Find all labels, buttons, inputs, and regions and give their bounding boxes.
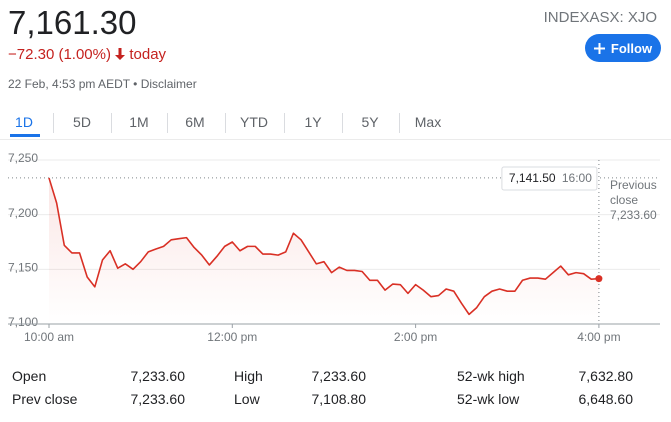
- period: today: [129, 46, 167, 63]
- line: [48, 177, 599, 316]
- stat-value: 6,648.60: [578, 391, 634, 407]
- stat-value: 7,233.60: [130, 368, 186, 384]
- range-tab[interactable]: 5D: [73, 114, 91, 130]
- tab-underline: [10, 134, 40, 137]
- range-tab[interactable]: 1Y: [304, 114, 322, 130]
- plus-icon: [593, 42, 605, 54]
- price-change: −72.30 (1.00%) today: [8, 46, 166, 63]
- x-tick-label: 10:00 am: [24, 330, 74, 344]
- ticker: INDEXASX: XJO: [543, 9, 657, 26]
- change: −72.30 (1.00%): [8, 46, 111, 63]
- previous-close-title: Previous close: [610, 178, 657, 207]
- tab-separator: [283, 113, 285, 133]
- area: [49, 177, 599, 324]
- tab-separator: [53, 113, 54, 133]
- stat-label: Low: [234, 391, 260, 407]
- tab-separator: [110, 113, 112, 133]
- stat-label: High: [234, 368, 263, 384]
- tooltip-box: [501, 166, 598, 191]
- divider: [0, 139, 671, 140]
- x-tick-label: 2:00 pm: [394, 330, 437, 344]
- tab-separator: [399, 113, 400, 133]
- range-tab[interactable]: 6M: [185, 114, 205, 130]
- down-arrow: [115, 48, 126, 60]
- stat-value: 7,108.80: [311, 391, 367, 407]
- chart: 7,100 7,150 7,200 7,250 10:00 am 12:00 pm 2:00…: [8, 151, 660, 344]
- range-tab[interactable]: YTD: [240, 114, 268, 130]
- previous-close-value: 7,233.60: [610, 208, 657, 222]
- hover-dot: [595, 275, 603, 283]
- y-tick-label: 7,100: [8, 315, 38, 329]
- stat-label: 52-wk high: [457, 368, 525, 384]
- stat-label: Open: [12, 368, 47, 384]
- tooltip-time: 16:00: [562, 171, 592, 185]
- timestamp: 22 Feb, 4:53 pm AEDT • Disclaimer: [8, 77, 197, 91]
- price: 7,161.30: [8, 4, 137, 41]
- y-tick-label: 7,150: [8, 261, 38, 275]
- x-tick-label: 12:00 pm: [207, 330, 257, 344]
- stat-value: 7,632.80: [578, 368, 634, 384]
- range-tab[interactable]: 5Y: [361, 114, 379, 130]
- x-tick-label: 4:00 pm: [577, 330, 620, 344]
- stat-label: Prev close: [12, 391, 78, 407]
- follow-label: Follow: [610, 40, 653, 56]
- range-tab[interactable]: 1M: [129, 114, 149, 130]
- tab-separator: [224, 113, 226, 133]
- stat-value: 7,233.60: [311, 368, 367, 384]
- tab-separator: [341, 113, 343, 133]
- stat-label: 52-wk low: [457, 391, 520, 407]
- follow-button[interactable]: Follow: [585, 34, 661, 62]
- stat-value: 7,233.60: [130, 391, 186, 407]
- previous-close-label: Previous close 7,233.60: [610, 178, 666, 223]
- range-tab[interactable]: 1D: [15, 114, 33, 130]
- tooltip: 7,141.50 16:00: [501, 166, 598, 191]
- range-tab[interactable]: Max: [414, 114, 442, 130]
- tab-separator: [167, 113, 168, 133]
- y-tick-label: 7,200: [8, 206, 38, 220]
- tooltip-value: 7,141.50: [509, 171, 556, 185]
- y-tick-label: 7,250: [8, 151, 38, 165]
